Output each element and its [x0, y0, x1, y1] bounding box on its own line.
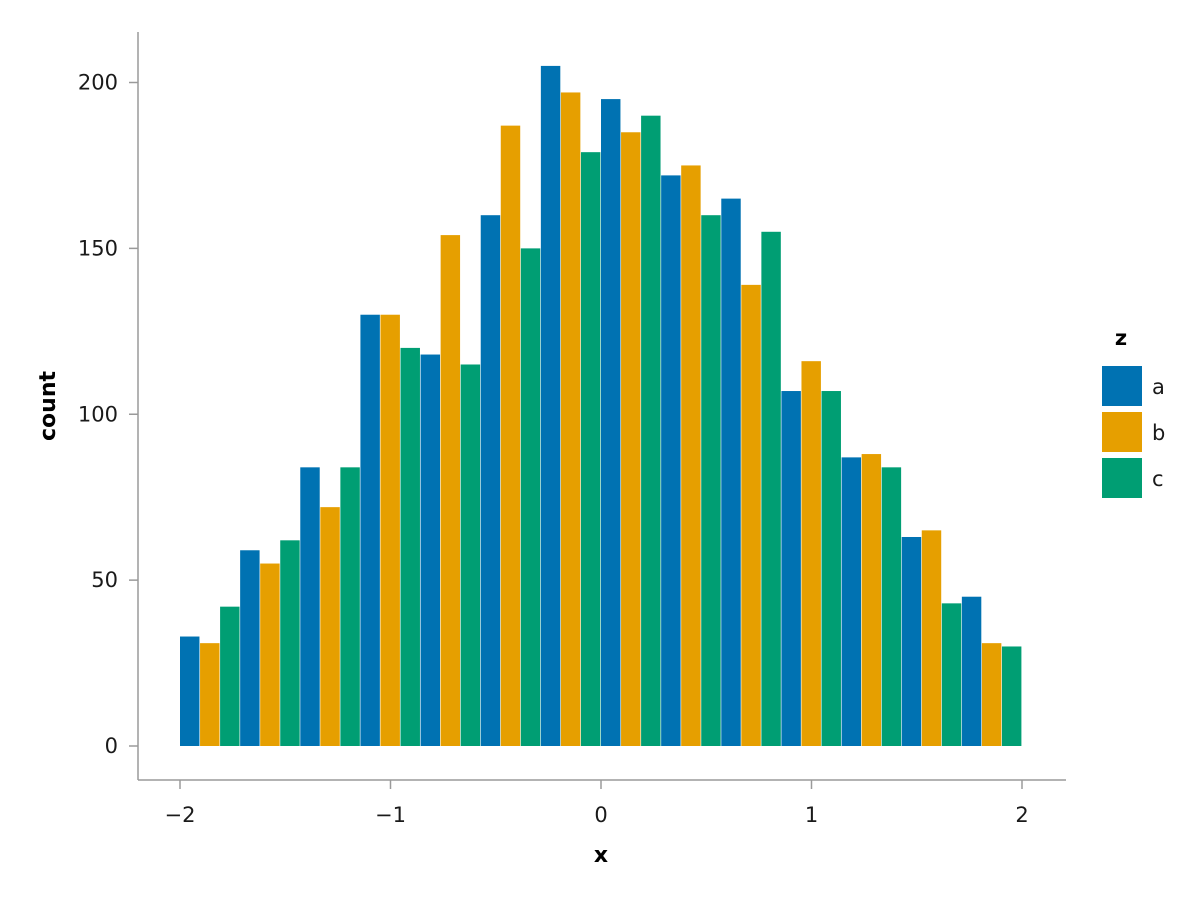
y-tick-label: 200 — [78, 71, 118, 95]
bar-a-6 — [540, 65, 561, 747]
bar-c-0 — [220, 606, 240, 746]
bar-a-10 — [781, 391, 801, 746]
legend-title: z — [1115, 326, 1127, 350]
bar-c-10 — [821, 391, 841, 746]
bar-b-1 — [260, 563, 280, 746]
bar-b-12 — [921, 530, 942, 746]
bar-b-6 — [560, 92, 581, 746]
x-tick-label: 0 — [594, 803, 607, 827]
bar-b-9 — [741, 284, 761, 746]
bar-c-11 — [881, 467, 902, 746]
bar-c-4 — [460, 364, 481, 746]
bar-a-7 — [601, 99, 621, 746]
bar-a-4 — [420, 354, 441, 746]
bar-a-13 — [961, 596, 982, 746]
bar-a-3 — [360, 314, 380, 746]
bar-a-11 — [841, 457, 862, 746]
bar-b-13 — [981, 643, 1002, 746]
legend-swatch-a — [1102, 366, 1142, 406]
bar-c-3 — [400, 347, 420, 746]
x-tick-label: 2 — [1015, 803, 1028, 827]
legend: z abc — [1102, 326, 1165, 498]
bar-c-5 — [520, 248, 541, 746]
bar-b-10 — [801, 361, 821, 746]
bar-c-7 — [641, 115, 661, 747]
bar-a-1 — [240, 550, 260, 746]
y-tick-label: 150 — [78, 236, 118, 260]
x-tick-label: 1 — [805, 803, 818, 827]
bar-a-8 — [661, 175, 681, 746]
x-tick-label: −1 — [375, 803, 406, 827]
bar-c-8 — [701, 215, 721, 746]
bar-b-11 — [861, 454, 882, 746]
bar-b-4 — [440, 235, 461, 747]
bar-a-5 — [480, 215, 501, 746]
bar-b-2 — [320, 507, 340, 746]
y-tick-label: 100 — [78, 402, 118, 426]
x-axis-title: x — [594, 843, 608, 868]
bar-b-3 — [380, 314, 400, 746]
bar-c-12 — [941, 603, 962, 746]
legend-label-b: b — [1152, 421, 1165, 445]
bar-c-1 — [280, 540, 300, 746]
bar-b-0 — [200, 643, 220, 746]
legend-swatch-c — [1102, 458, 1142, 498]
bar-c-13 — [1001, 646, 1022, 746]
bar-a-9 — [721, 198, 741, 747]
y-axis-title: count — [36, 371, 61, 441]
bar-a-0 — [180, 636, 200, 746]
legend-label-a: a — [1152, 375, 1165, 399]
bar-c-2 — [340, 467, 360, 746]
ticks-group: −2 −1 0 1 2 0 50 100 150 200 — [78, 71, 1029, 828]
legend-swatch-b — [1102, 412, 1142, 452]
y-tick-label: 0 — [105, 734, 118, 758]
y-tick-label: 50 — [91, 568, 118, 592]
legend-label-c: c — [1152, 467, 1164, 491]
bar-a-2 — [300, 467, 320, 746]
bar-b-5 — [500, 125, 521, 746]
bar-c-9 — [761, 231, 781, 747]
bar-b-7 — [621, 132, 641, 746]
bars-group — [180, 65, 1022, 747]
x-tick-label: −2 — [165, 803, 196, 827]
bar-b-8 — [681, 165, 701, 746]
bar-c-6 — [580, 152, 601, 747]
bar-a-12 — [901, 536, 922, 746]
